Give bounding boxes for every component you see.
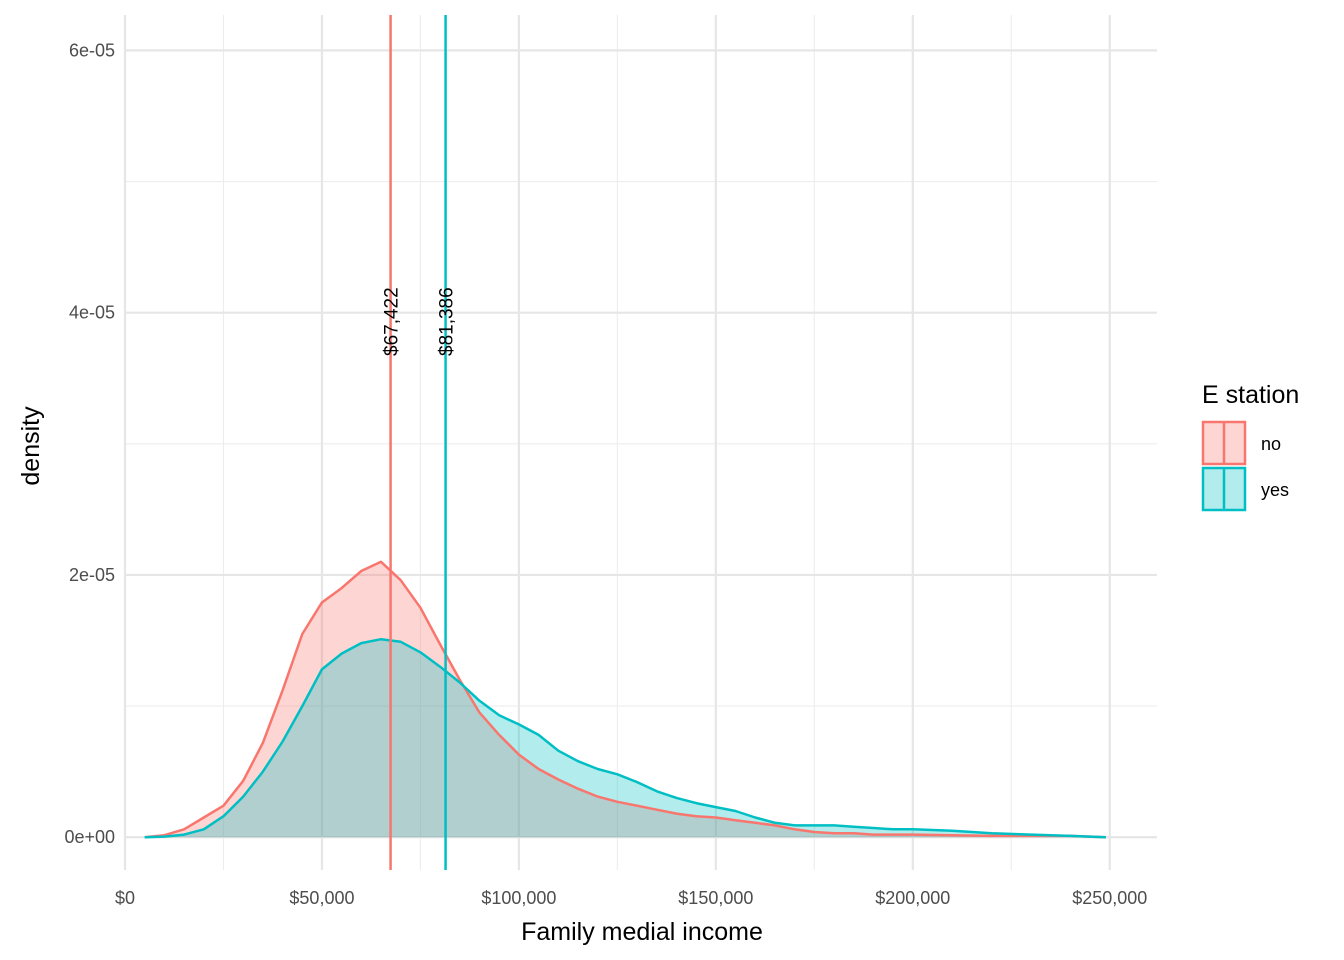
mean-lines: $67,422 $81,386 xyxy=(382,15,458,870)
y-tick-label: 6e-05 xyxy=(69,40,115,60)
density-areas xyxy=(144,561,1106,838)
mean-label-no: $67,422 xyxy=(382,287,403,356)
y-tick-label: 4e-05 xyxy=(69,303,115,323)
axis-ticks: $0 $50,000 $100,000 $150,000 $200,000 $250,00… xyxy=(64,40,1147,908)
x-tick-label: $50,000 xyxy=(289,888,354,908)
x-axis-title: Family medial income xyxy=(521,918,763,946)
x-tick-label: $0 xyxy=(115,888,135,908)
x-tick-label: $250,000 xyxy=(1072,888,1147,908)
density-area-yes xyxy=(144,639,1106,838)
grid xyxy=(123,15,1157,870)
legend-title: E station xyxy=(1202,381,1299,409)
legend: E station no yes xyxy=(1201,381,1299,512)
x-tick-label: $150,000 xyxy=(678,888,753,908)
density-area-no xyxy=(144,561,1106,838)
y-axis-title: density xyxy=(17,406,45,486)
density-line-no xyxy=(144,560,1106,839)
density-lines xyxy=(144,560,1106,839)
x-tick-label: $200,000 xyxy=(875,888,950,908)
y-tick-label: 0e+00 xyxy=(64,827,115,847)
density-line-yes xyxy=(144,637,1106,839)
mean-label-yes: $81,386 xyxy=(437,287,458,356)
legend-label-yes: yes xyxy=(1261,480,1289,500)
x-tick-label: $100,000 xyxy=(481,888,556,908)
y-tick-label: 2e-05 xyxy=(69,565,115,585)
legend-label-no: no xyxy=(1261,434,1281,454)
